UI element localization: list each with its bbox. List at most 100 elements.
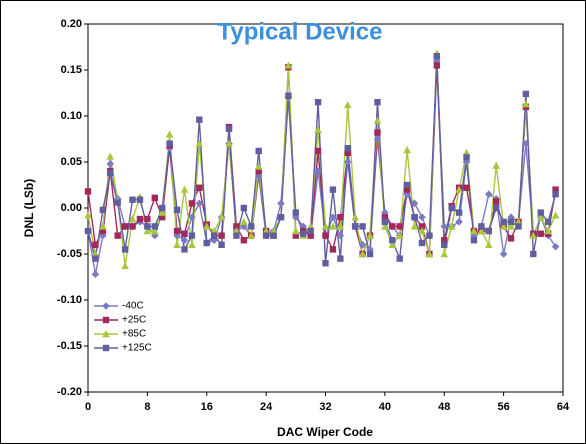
x-tick-label: 8: [144, 401, 150, 413]
marker: [188, 200, 196, 207]
marker: [485, 227, 492, 235]
marker: [507, 218, 515, 225]
x-tick-label: 32: [319, 401, 331, 413]
y-tick-label: -0.05: [57, 248, 82, 260]
y-tick-label: -0.10: [57, 294, 82, 306]
marker: [478, 223, 485, 230]
x-tick-label: 0: [85, 401, 91, 413]
marker: [196, 184, 203, 191]
plot-layer: 0.20 0.15 0.10 0.05 0.00 -0.05 -0.10 -0.15 -0.20…: [57, 18, 570, 413]
legend-marker: [102, 302, 110, 310]
marker: [403, 146, 411, 154]
marker: [551, 242, 560, 251]
marker: [351, 213, 359, 221]
marker: [337, 255, 344, 262]
marker: [218, 232, 225, 239]
marker: [552, 186, 559, 193]
marker: [484, 190, 493, 198]
marker: [418, 239, 426, 247]
marker: [84, 227, 92, 235]
marker: [544, 227, 552, 235]
marker: [411, 214, 418, 221]
marker: [455, 218, 463, 226]
marker: [158, 208, 167, 216]
marker: [448, 204, 455, 212]
marker: [440, 222, 449, 231]
marker: [463, 154, 470, 161]
y-tick-label: 0.00: [61, 202, 82, 214]
plot-area: [87, 23, 564, 393]
x-tick-label: 16: [201, 401, 213, 413]
marker: [143, 227, 152, 235]
marker: [440, 250, 449, 258]
marker: [329, 213, 337, 221]
marker: [181, 246, 188, 253]
marker: [403, 190, 411, 198]
marker: [373, 135, 382, 143]
marker: [499, 222, 508, 230]
marker: [381, 218, 389, 225]
y-tick-label: 0.20: [61, 18, 82, 30]
marker: [388, 240, 397, 248]
marker: [151, 223, 158, 230]
marker: [196, 116, 203, 123]
marker: [366, 250, 374, 258]
marker: [314, 99, 322, 106]
marker: [99, 206, 107, 214]
marker: [106, 152, 115, 160]
marker: [173, 227, 181, 235]
marker: [515, 223, 522, 230]
marker: [463, 184, 470, 191]
marker: [99, 222, 107, 230]
marker: [314, 125, 322, 133]
marker: [285, 92, 292, 99]
marker: [359, 223, 366, 230]
marker: [217, 213, 226, 221]
marker: [218, 241, 225, 248]
marker: [233, 232, 240, 239]
marker: [537, 209, 544, 216]
marker: [507, 222, 515, 230]
marker: [314, 167, 322, 175]
marker: [493, 198, 500, 205]
marker: [441, 241, 448, 248]
series-line: [87, 56, 557, 264]
marker: [418, 227, 426, 235]
marker: [84, 211, 92, 219]
marker: [144, 223, 151, 230]
marker: [159, 214, 166, 221]
marker: [307, 227, 314, 235]
marker: [447, 222, 456, 230]
legend-marker: [102, 330, 110, 338]
marker: [166, 140, 173, 147]
marker: [128, 215, 137, 223]
chart-title: Typical Device: [218, 18, 383, 45]
marker: [410, 222, 419, 230]
marker: [225, 125, 233, 133]
marker: [292, 227, 300, 235]
y-tick-label: 0.10: [61, 110, 82, 122]
marker: [307, 232, 314, 239]
marker: [240, 217, 248, 225]
marker: [537, 230, 544, 237]
marker: [455, 185, 463, 193]
marker: [292, 209, 300, 216]
marker: [121, 223, 129, 230]
marker: [418, 223, 426, 230]
marker: [522, 139, 530, 148]
marker: [477, 227, 486, 235]
marker: [277, 199, 285, 208]
legend-label: -40C: [122, 301, 144, 312]
y-axis-title: DNL (LSb): [22, 179, 36, 237]
marker: [180, 236, 189, 244]
marker: [351, 223, 359, 230]
marker: [552, 191, 559, 198]
legend-label: +85C: [122, 329, 146, 340]
marker: [114, 232, 121, 239]
marker: [530, 250, 537, 258]
marker: [374, 99, 381, 106]
marker: [188, 232, 196, 239]
marker: [329, 186, 337, 193]
marker: [129, 223, 136, 230]
marker: [499, 250, 508, 258]
